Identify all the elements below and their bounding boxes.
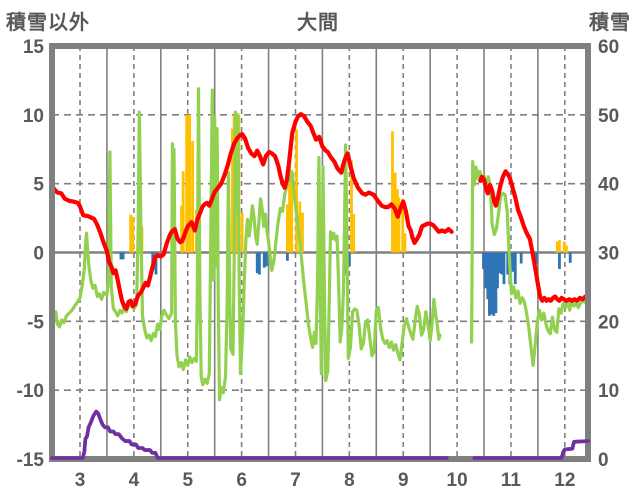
left-axis-tick: -15 bbox=[17, 450, 45, 471]
bar bbox=[265, 252, 268, 267]
bar bbox=[500, 252, 504, 275]
left-axis-tick: -5 bbox=[27, 312, 44, 333]
bar bbox=[496, 252, 499, 289]
bar bbox=[131, 216, 135, 253]
bar bbox=[257, 252, 261, 275]
bar bbox=[347, 252, 351, 267]
x-axis-tick: 12 bbox=[554, 470, 575, 491]
bar bbox=[490, 252, 493, 315]
bar bbox=[288, 165, 291, 253]
x-axis-tick: 3 bbox=[75, 470, 86, 491]
x-axis-tick: 4 bbox=[129, 470, 140, 491]
bar bbox=[494, 252, 498, 314]
bar bbox=[262, 252, 266, 268]
bar bbox=[484, 252, 488, 289]
bar bbox=[255, 252, 259, 274]
bar bbox=[558, 240, 561, 253]
x-axis-tick: 10 bbox=[447, 470, 468, 491]
bar bbox=[180, 205, 183, 253]
left-axis-tick: 15 bbox=[23, 37, 45, 58]
right-axis-title: 積雪 bbox=[589, 12, 631, 34]
left-axis-tick: 10 bbox=[23, 106, 44, 127]
series-blue-bars bbox=[106, 252, 572, 316]
bar bbox=[558, 252, 561, 270]
bar bbox=[513, 252, 517, 285]
right-axis-tick: 30 bbox=[598, 244, 619, 265]
x-axis-tick: 8 bbox=[344, 470, 355, 491]
bar bbox=[555, 241, 559, 253]
bar bbox=[290, 169, 294, 253]
bar bbox=[119, 252, 123, 260]
x-axis-tick: 7 bbox=[290, 470, 301, 491]
bar bbox=[188, 114, 192, 253]
bar bbox=[154, 252, 158, 275]
left-axis-tick: 0 bbox=[33, 244, 44, 265]
bar bbox=[492, 252, 496, 316]
bar bbox=[286, 252, 289, 261]
right-axis-tick: 40 bbox=[598, 175, 619, 196]
bar bbox=[395, 189, 399, 253]
bar bbox=[185, 114, 189, 253]
right-axis-tick: 50 bbox=[598, 106, 619, 127]
bar bbox=[488, 252, 491, 316]
bar bbox=[482, 252, 485, 270]
bar bbox=[121, 252, 125, 260]
bar bbox=[350, 160, 353, 253]
bar bbox=[191, 140, 194, 253]
bar bbox=[129, 214, 133, 253]
x-axis-tick: 9 bbox=[398, 470, 409, 491]
bar bbox=[519, 252, 523, 264]
bar bbox=[568, 252, 572, 263]
x-axis-tick: 6 bbox=[236, 470, 247, 491]
bar bbox=[391, 131, 394, 253]
bar bbox=[502, 252, 506, 285]
right-axis-tick: 0 bbox=[598, 450, 609, 471]
bar bbox=[286, 204, 289, 253]
bar bbox=[397, 197, 401, 253]
bar bbox=[298, 201, 302, 253]
bar bbox=[352, 213, 356, 253]
bar bbox=[295, 129, 298, 253]
bar bbox=[231, 128, 234, 253]
bar bbox=[506, 252, 510, 275]
bar bbox=[403, 233, 407, 253]
bar bbox=[401, 198, 405, 253]
x-axis-tick: 5 bbox=[182, 470, 193, 491]
bar bbox=[534, 252, 538, 264]
bar bbox=[562, 241, 566, 253]
bar bbox=[301, 212, 304, 253]
right-axis-tick: 60 bbox=[598, 37, 619, 58]
bar bbox=[240, 212, 244, 253]
left-axis-title: 積雪以外 bbox=[6, 12, 90, 34]
bar bbox=[181, 171, 185, 253]
bar bbox=[486, 252, 490, 300]
bar bbox=[511, 252, 514, 272]
bar bbox=[498, 252, 502, 274]
series-purple-line-top bbox=[50, 409, 590, 460]
chart-title: 大間 bbox=[297, 12, 339, 34]
left-axis-tick: 5 bbox=[33, 175, 44, 196]
series-red-line bbox=[49, 112, 591, 311]
left-axis-tick: -10 bbox=[17, 381, 44, 402]
right-axis-tick: 20 bbox=[598, 312, 619, 333]
right-axis-tick: 10 bbox=[598, 381, 619, 402]
x-axis-tick: 11 bbox=[501, 470, 522, 491]
bar bbox=[565, 245, 568, 253]
